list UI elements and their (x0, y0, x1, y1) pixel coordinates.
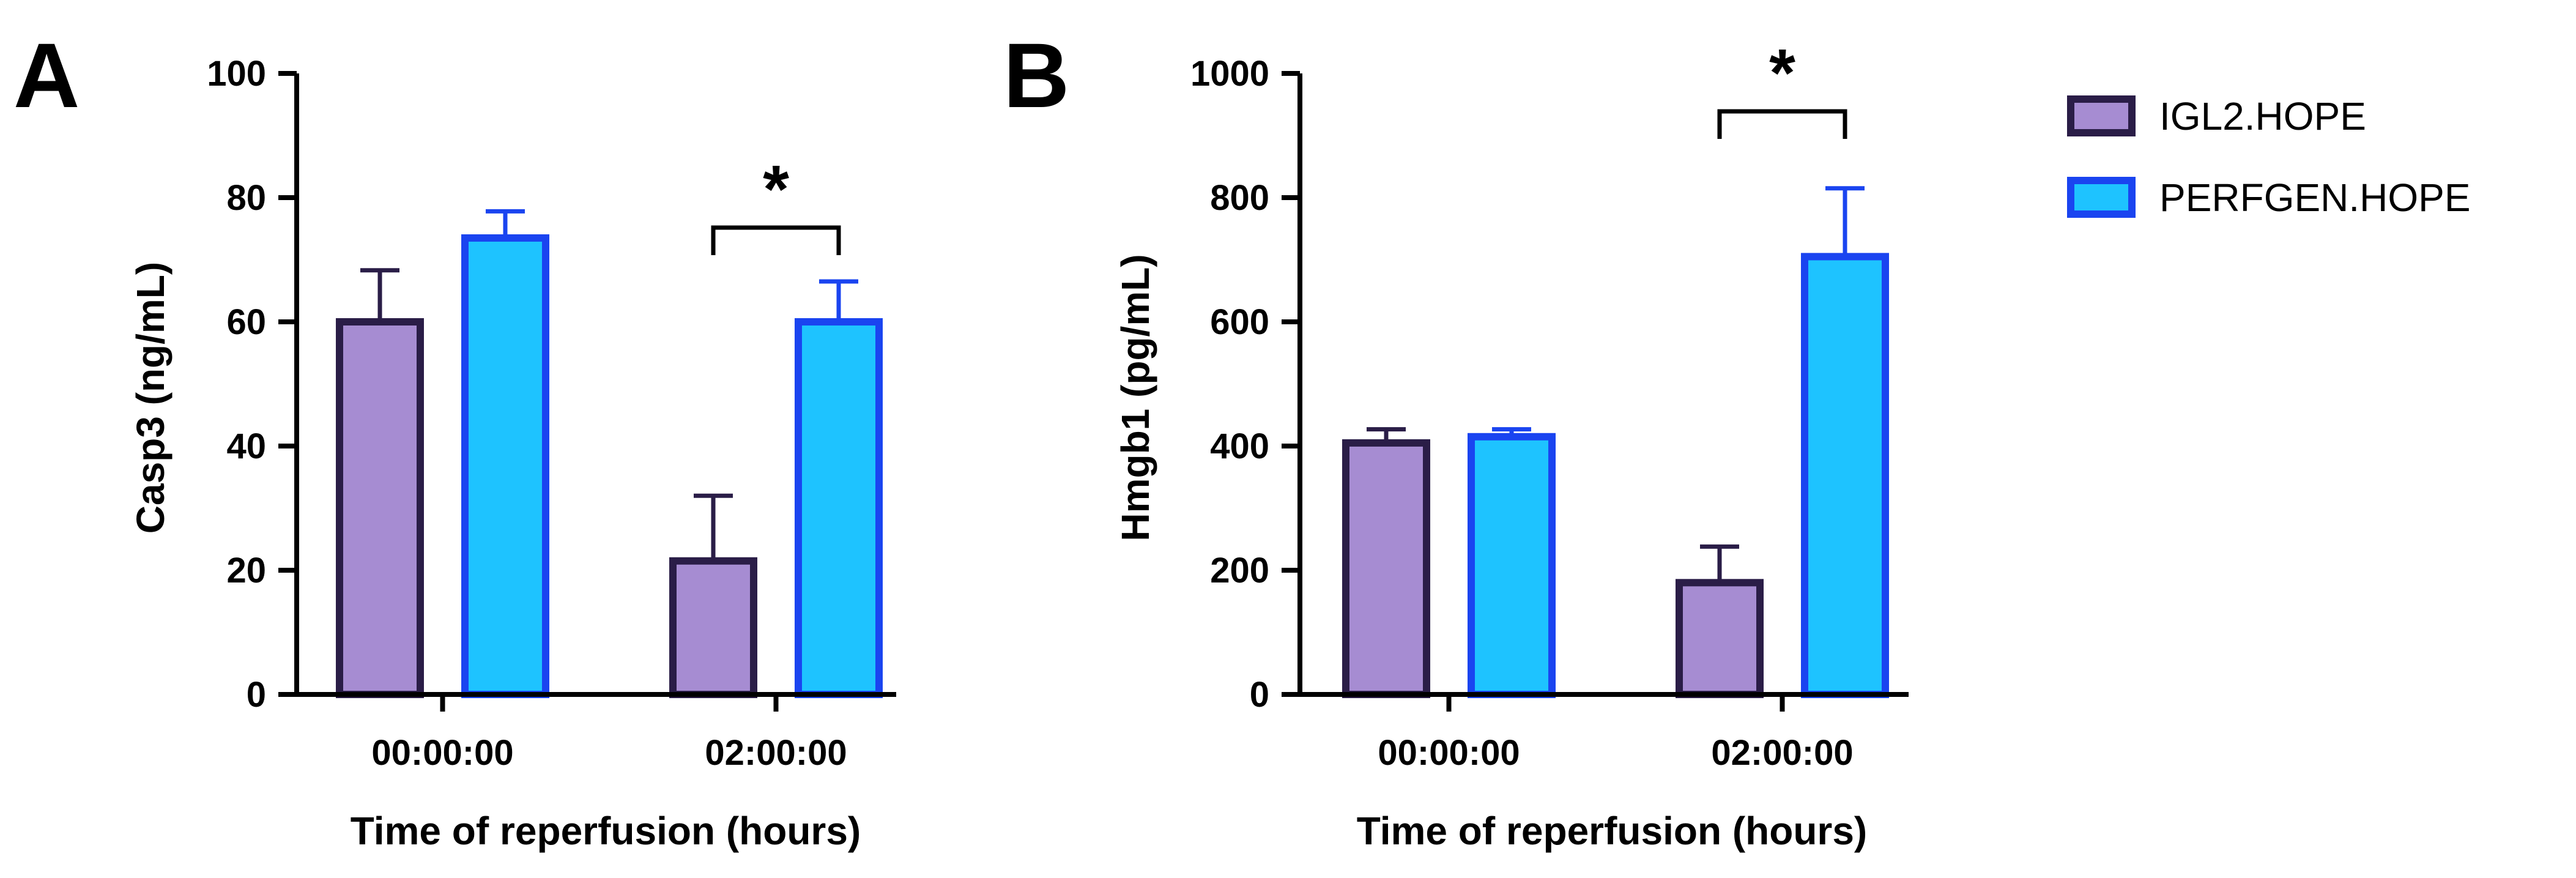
panel-b-y-tick-label-1: 200 (1210, 551, 1269, 590)
panel-b-x-ticks: 00:00:00 02:00:00 (1378, 694, 1854, 773)
legend-swatch-perfgen-hope (2067, 177, 2136, 218)
panel-b-x-tick-label-0: 00:00:00 (1378, 733, 1520, 773)
panel-b: B Hmgb1 (pg/mL) Time of reperfusion (hou… (1003, 24, 1909, 853)
panel-a-significance-bracket-0 (711, 225, 841, 255)
panel-a-y-tick-label-5: 100 (207, 54, 266, 94)
panel-b-y-tick-label-0: 0 (1250, 675, 1269, 715)
panel-b-x-tick-label-1: 02:00:00 (1711, 733, 1853, 773)
panel-a-bar-igl2-hope-0 (336, 318, 424, 698)
panel-b-error-bars (1367, 186, 1865, 583)
panel-b-bar-perfgen-hope-1 (1801, 253, 1889, 698)
panel-a-bars (336, 234, 883, 699)
panel-b-bar-perfgen-hope-0 (1468, 433, 1556, 699)
panel-b-significance-bracket-0 (1717, 109, 1847, 139)
panel-a-y-tick-label-0: 0 (247, 675, 266, 715)
panel-a-y-tick-label-2: 40 (226, 426, 266, 466)
panel-b-x-axis-title: Time of reperfusion (hours) (1357, 809, 1867, 853)
panel-a-x-ticks: 00:00:00 02:00:00 (371, 694, 847, 773)
panel-a-axes (294, 73, 896, 697)
panel-b-letter: B (1003, 24, 1069, 127)
panel-b-y-ticks: 0 200 400 600 800 1000 (1190, 54, 1300, 715)
panel-a: A Casp3 (ng/mL) Time of reperfusion (hou… (13, 24, 896, 853)
panel-b-y-tick-label-4: 800 (1210, 178, 1269, 218)
legend-label-igl2-hope: IGL2.HOPE (2159, 94, 2366, 138)
panel-b-axes (1297, 73, 1909, 697)
panel-b-y-tick-label-3: 600 (1210, 302, 1269, 342)
panel-a-y-tick-label-4: 80 (226, 178, 266, 218)
panel-a-y-tick-label-1: 20 (226, 551, 266, 590)
panel-b-significance-star-0: * (1769, 35, 1795, 111)
panel-b-bar-igl2-hope-0 (1342, 439, 1430, 698)
panel-b-y-tick-label-2: 400 (1210, 426, 1269, 466)
legend: IGL2.HOPE PERFGEN.HOPE (2067, 94, 2471, 220)
legend-swatch-igl2-hope (2067, 95, 2136, 136)
panel-a-y-axis-title: Casp3 (ng/mL) (128, 262, 173, 534)
panel-a-letter: A (13, 24, 80, 127)
panel-b-bars (1342, 253, 1889, 699)
panel-a-bar-perfgen-hope-0 (461, 234, 549, 699)
panel-b-bar-igl2-hope-1 (1676, 579, 1764, 698)
panel-a-y-tick-label-3: 60 (226, 302, 266, 342)
legend-label-perfgen-hope: PERFGEN.HOPE (2159, 176, 2471, 220)
panel-a-bar-igl2-hope-1 (669, 557, 757, 699)
panel-a-error-bars (360, 209, 858, 561)
panel-a-significance-star-0: * (763, 152, 789, 227)
panel-a-y-ticks: 0 20 40 60 80 100 (207, 54, 297, 715)
panel-b-y-tick-label-5: 1000 (1190, 54, 1269, 94)
panel-b-significance: * (1717, 35, 1847, 139)
panel-a-x-tick-label-1: 02:00:00 (705, 733, 847, 773)
panel-b-y-axis-title: Hmgb1 (pg/mL) (1113, 254, 1157, 541)
panel-a-bar-perfgen-hope-1 (795, 318, 883, 698)
panel-a-x-axis-title: Time of reperfusion (hours) (351, 809, 861, 853)
panel-a-x-tick-label-0: 00:00:00 (371, 733, 513, 773)
panel-a-significance: * (711, 152, 841, 255)
